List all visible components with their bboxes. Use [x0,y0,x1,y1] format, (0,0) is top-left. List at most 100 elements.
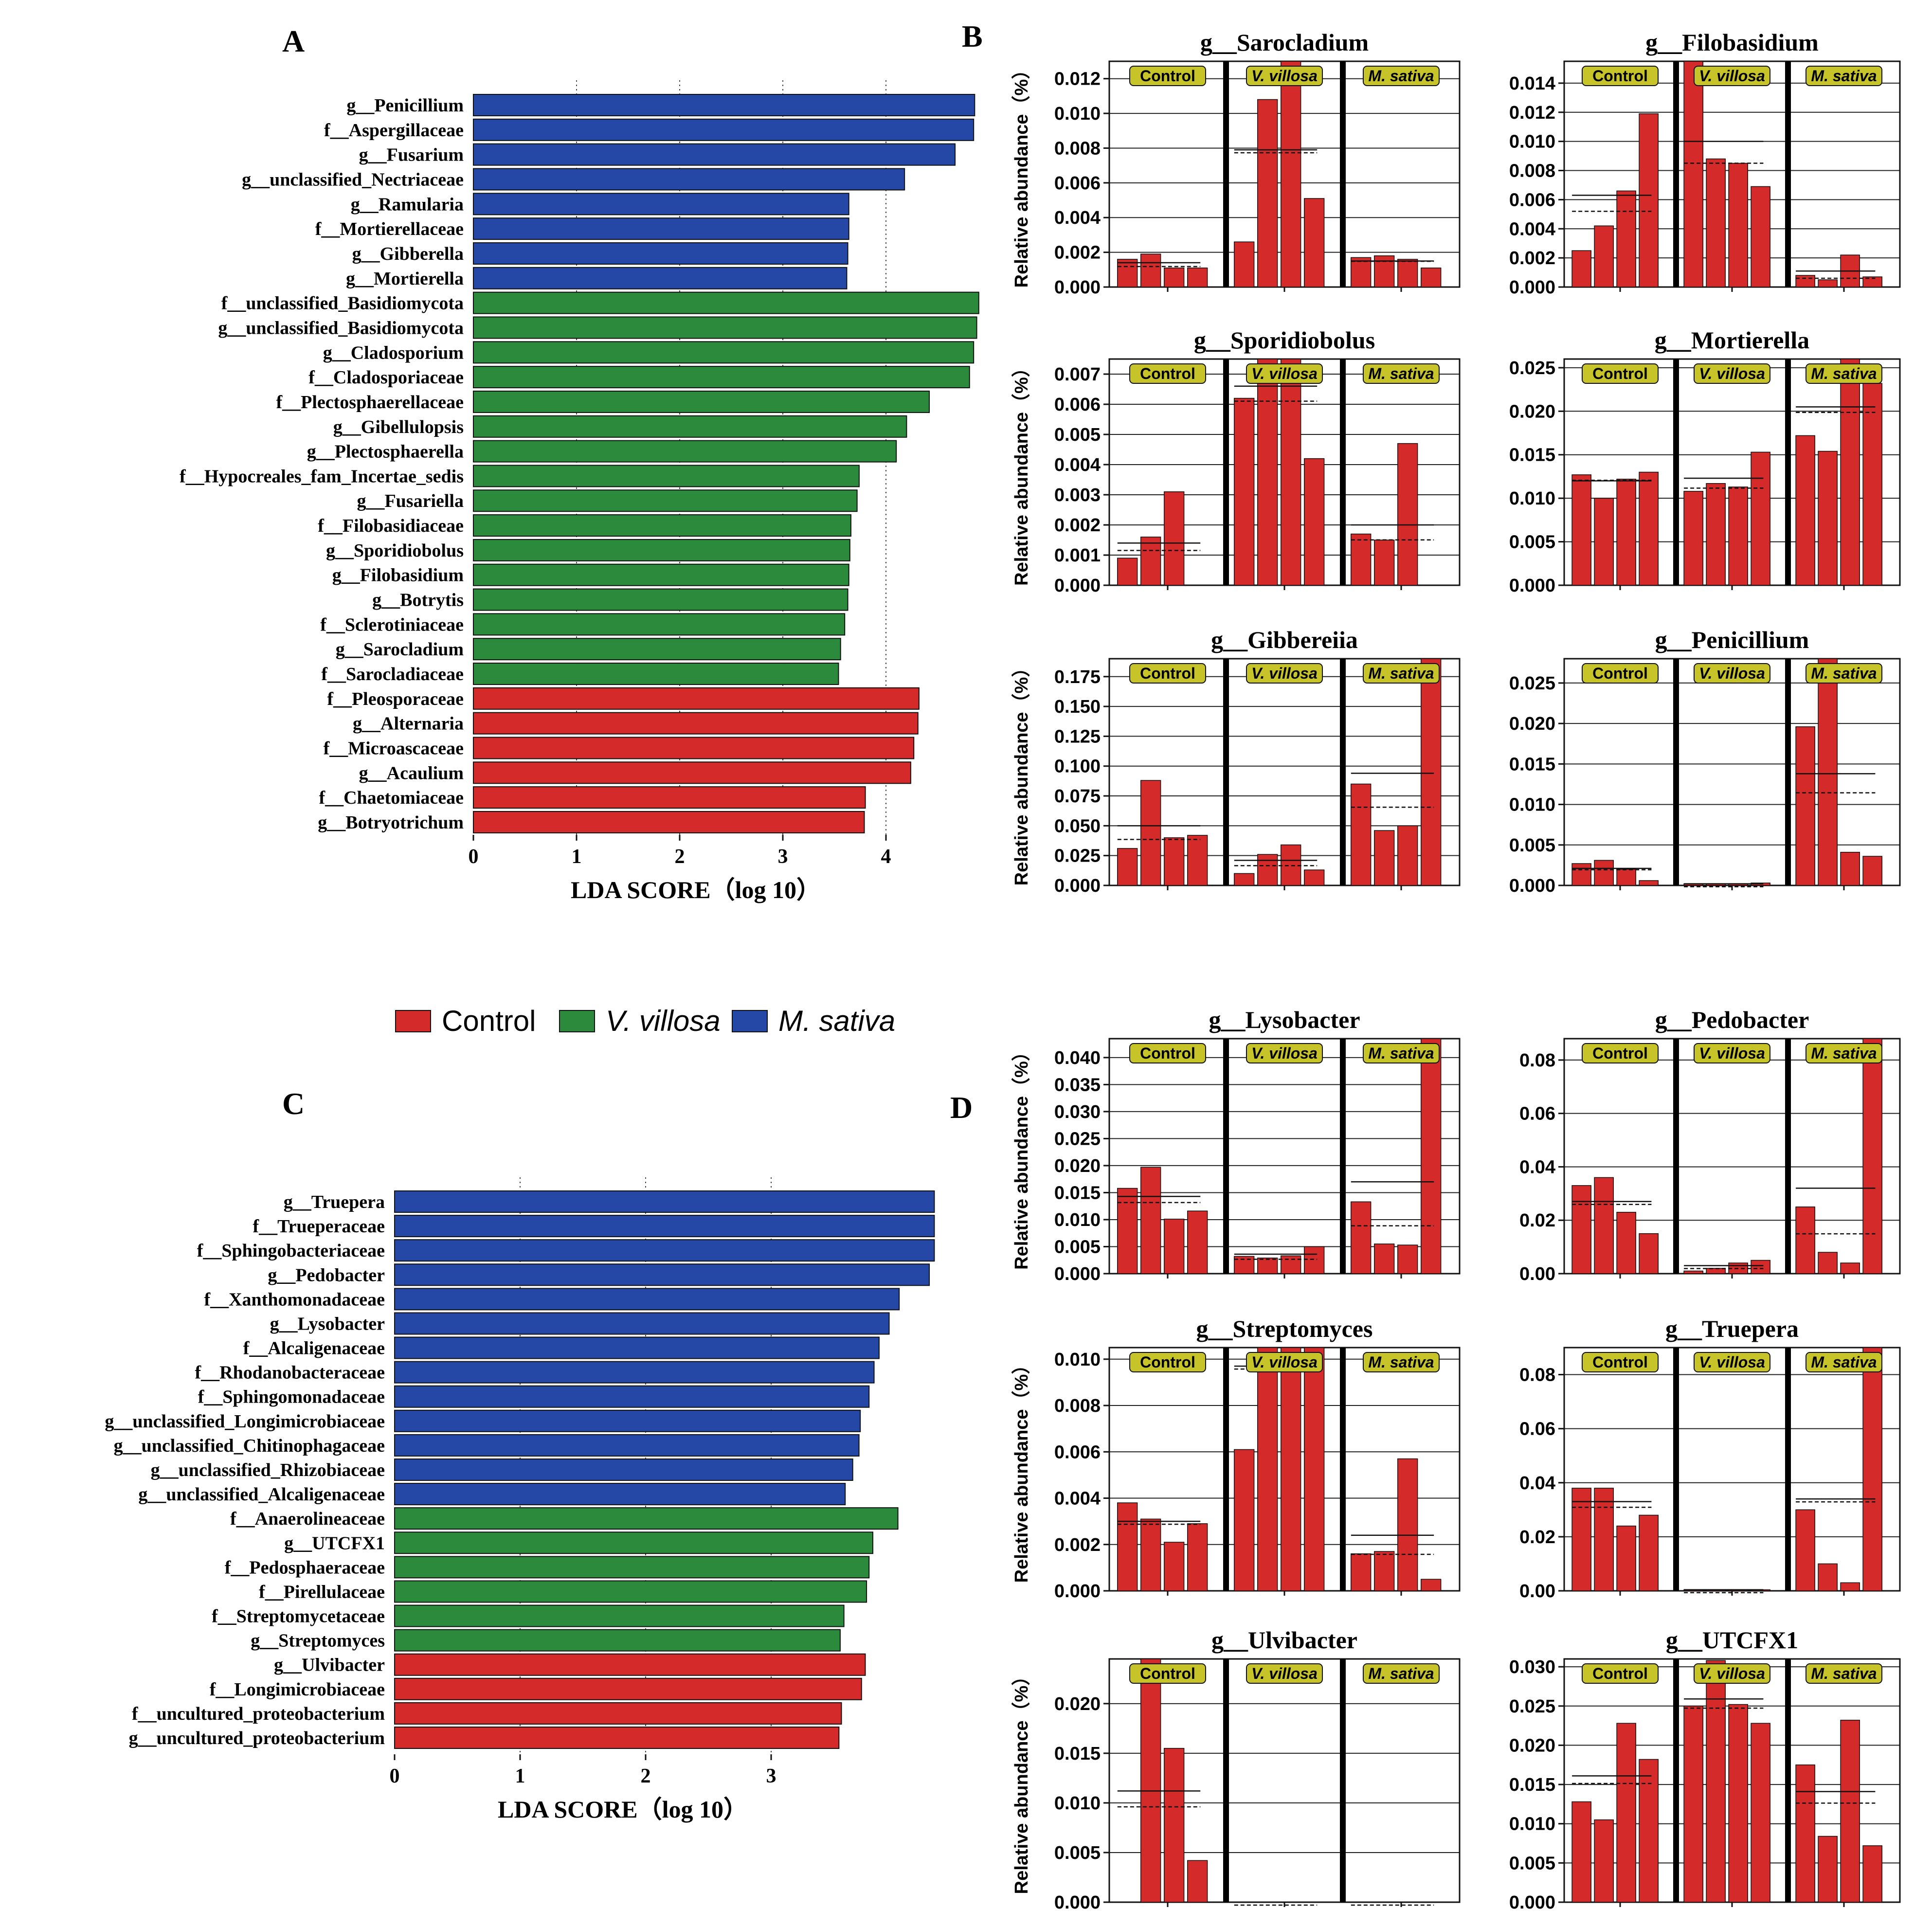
abundance-bar [1164,1219,1185,1274]
lda-bar-label: g__Acaulium [359,763,464,783]
abundance-bar [1351,783,1372,886]
y-tick-label: 0.005 [1509,532,1555,553]
lda-bar [473,539,850,561]
y-tick-label: 0.010 [1509,1814,1555,1835]
abundance-bar [1117,1502,1138,1591]
abundance-bar [1728,1704,1748,1903]
abundance-bar [1862,856,1882,886]
lda-bar [394,1604,845,1627]
abundance-subplot: 0.000 0.025 0.050 0.075 0.100 0.125 0.150 0.175… [1011,626,1461,896]
group-badge-label: M. sativa [1811,1353,1877,1371]
lda-bar [473,687,920,710]
subplot-title: g__Gibbereiia [1211,626,1358,653]
abundance-bar [1616,479,1636,586]
group-badge [1694,66,1770,86]
lda-bar [473,415,907,438]
y-tick-label: 0.150 [1054,697,1101,717]
lda-bar-label: f__Pirellulaceae [259,1582,385,1602]
lda-bar-label: g__unclassified_Basidiomycota [218,318,464,338]
group-badge-label: Control [1592,1353,1648,1371]
abundance-bar [1234,1449,1255,1591]
lda-bar-label: f__Longimicrobiaceae [210,1679,385,1700]
panel-letter-c: C [282,1086,305,1121]
y-tick-label: 0.000 [1509,876,1555,896]
y-tick-label: 0.008 [1054,138,1101,159]
group-badge-label: V. villosa [1699,1353,1765,1371]
y-tick-label: 0.010 [1509,132,1555,152]
lda-bar [394,1215,935,1238]
y-tick-label: 0.030 [1054,1102,1101,1122]
abundance-bar [1257,1258,1278,1274]
group-badge [1806,66,1882,86]
y-tick-label: 0.075 [1054,786,1101,807]
abundance-bar [1281,359,1301,586]
lda-bar [394,1312,890,1335]
group-badge-label: Control [1592,365,1648,382]
abundance-subplot: 0.000 0.002 0.004 0.006 0.008 0.010 0.012 0.014… [1509,29,1901,298]
abundance-bar [1818,450,1838,586]
lda-bar-label: g__uncultured_proteobacterium [129,1728,385,1748]
abundance-subplot: 0.000 0.001 0.002 0.003 0.004 0.005 0.006 0.007… [1011,326,1461,596]
lda-bar-label: f__Sphingomonadaceae [198,1387,385,1407]
lda-bar [394,1239,935,1262]
group-badge [1246,1352,1323,1372]
lda-bar-label: f__Filobasidiaceae [318,516,464,536]
y-tick-label: 0.002 [1054,1535,1101,1555]
lda-bar-label: g__Ulvibacter [274,1655,385,1675]
subplot-title: g__Ulvibacter [1211,1626,1357,1654]
abundance-bar [1795,726,1815,886]
group-badge [1246,1043,1323,1063]
lda-bar-label: f__Anaerolineaceae [230,1509,385,1529]
abundance-subplot: 0.000 0.005 0.010 0.015 0.020 0.025 Control V. … [1509,326,1901,596]
y-axis-label: Relative abundance（%） [1011,1667,1032,1894]
lda-bar-label: g__Penicillium [346,95,464,116]
abundance-bar [1304,1246,1325,1274]
x-tick-label: 3 [778,846,788,868]
abundance-subplot: 0.000 0.002 0.004 0.006 0.008 0.010 0.012 Contr… [1011,29,1461,298]
y-tick-label: 0.015 [1054,1744,1101,1764]
group-badge-label: V. villosa [1251,365,1318,382]
y-axis-label: Relative abundance（%） [1011,1356,1032,1583]
y-tick-label: 0.020 [1509,401,1555,422]
group-badge [1363,363,1440,384]
group-badge [1694,663,1770,684]
abundance-bar [1234,397,1255,586]
lda-bar [473,94,975,116]
plot-frame [1108,1658,1461,1903]
group-badge [1129,1043,1206,1063]
abundance-bar [1187,1210,1208,1274]
group-badge-label: M. sativa [1368,365,1434,382]
abundance-bar [1683,1270,1703,1274]
abundance-bar [1397,1458,1418,1591]
abundance-bar [1728,486,1748,586]
abundance-bar [1421,267,1442,288]
abundance-bar [1421,1579,1442,1591]
abundance-subplot: 0.000 0.005 0.010 0.015 0.020 0.025 Control V. … [1509,626,1901,896]
legend-swatch [395,1010,431,1032]
y-tick-label: 0.000 [1054,576,1101,596]
group-badge-label: Control [1592,1045,1648,1062]
legend-label: M. sativa [778,1005,895,1037]
lda-bar-label: g__UTCFX1 [284,1533,385,1553]
abundance-bar [1751,1260,1770,1274]
abundance-bar [1397,1244,1418,1274]
y-axis-label: Relative abundance（%） [1011,359,1032,586]
lda-bar-label: g__Sarocladium [336,639,464,660]
group-badge [1582,1663,1659,1684]
lda-bar-label: g__Streptomyces [251,1631,385,1651]
lda-bar [394,1459,853,1481]
abundance-bar [1728,162,1748,288]
abundance-bar [1397,443,1418,586]
lda-bar [473,786,866,809]
x-tick-label: 2 [641,1765,651,1787]
y-tick-label: 0.025 [1509,1696,1555,1717]
y-tick-label: 0.00 [1519,1264,1555,1284]
plot-frame [1563,1038,1901,1275]
abundance-bar [1751,1723,1770,1903]
abundance-bar [1862,1347,1882,1591]
y-tick-label: 0.008 [1054,1396,1101,1416]
y-tick-label: 0.025 [1509,673,1555,694]
group-badge-label: Control [1140,665,1195,682]
group-badge [1806,1352,1882,1372]
lda-bar-label: g__unclassified_Rhizobiaceae [151,1460,385,1480]
